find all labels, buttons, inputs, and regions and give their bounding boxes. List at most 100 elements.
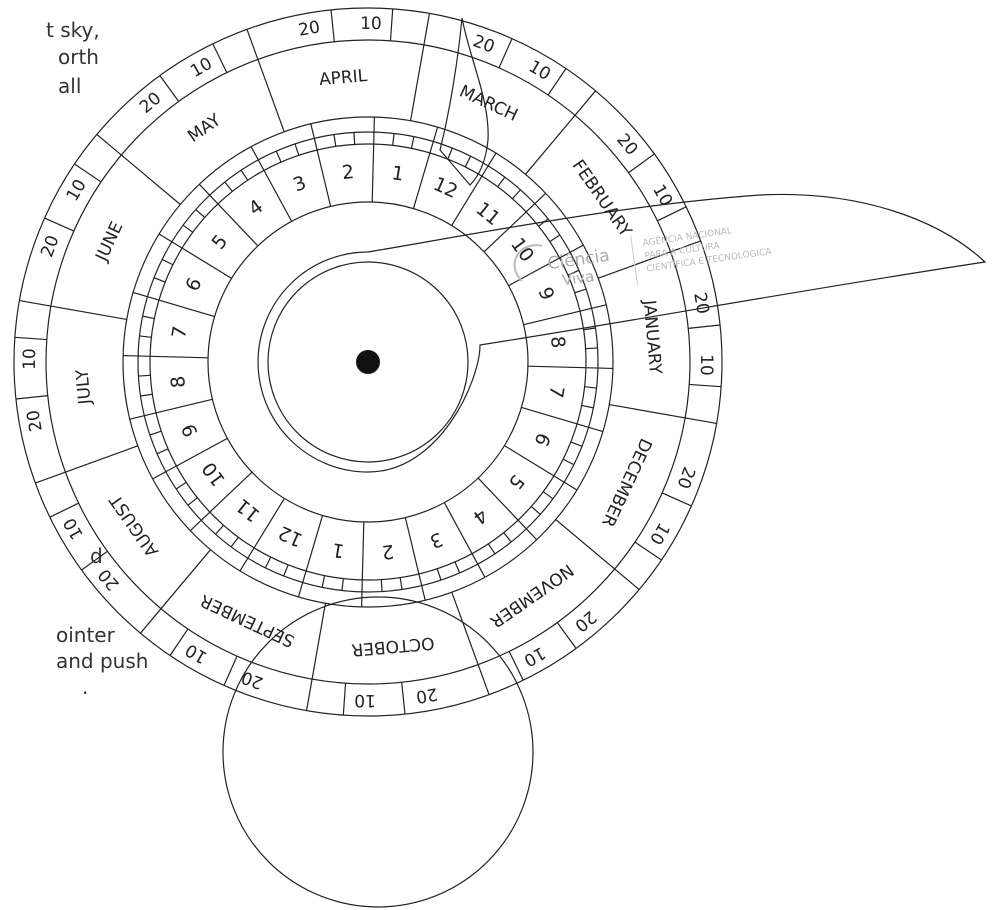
hour-label: 8: [167, 375, 190, 389]
minute-tick: [195, 209, 206, 218]
hour-label: 9: [178, 421, 203, 440]
day-tick: [628, 153, 655, 174]
hub: [267, 261, 469, 463]
hour-divider: [371, 117, 376, 203]
month-divider: [96, 133, 181, 205]
intro-line: orth: [58, 45, 99, 69]
day-label: 20: [689, 291, 712, 316]
day-label: 20: [414, 683, 439, 706]
day-tick: [401, 682, 406, 715]
minute-tick: [436, 568, 442, 581]
day-label: 20: [470, 31, 497, 57]
minute-tick: [321, 575, 326, 588]
month-label: JUNE: [92, 219, 128, 265]
month-label: APRIL: [318, 66, 368, 90]
hour-divider: [521, 406, 604, 433]
month-label: JULY: [73, 368, 96, 406]
day-tick: [689, 383, 722, 388]
hour-divider: [443, 502, 486, 578]
hour-divider: [360, 521, 365, 607]
day-label: 20: [94, 565, 123, 594]
hour-label: 2: [341, 161, 355, 184]
hour-divider: [250, 146, 293, 222]
month-label: NOVEMBER: [486, 559, 577, 631]
day-tick: [223, 655, 238, 686]
ring: [207, 201, 529, 523]
month-disc: [13, 7, 723, 717]
minute-tick: [503, 532, 512, 543]
minute-tick: [399, 577, 403, 590]
minute-tick: [294, 143, 300, 156]
hour-label: 2: [381, 540, 395, 563]
minute-tick: [512, 189, 521, 200]
pivot: [356, 350, 380, 374]
hour-label: 3: [290, 172, 309, 197]
day-label: 10: [20, 348, 40, 370]
minute-tick: [182, 224, 194, 233]
minute-tick: [464, 155, 472, 168]
hour-divider: [523, 304, 607, 326]
minute-tick: [138, 374, 151, 377]
hour-divider: [483, 192, 547, 253]
day-tick: [169, 628, 189, 656]
minute-tick: [542, 491, 554, 500]
month-divider: [451, 592, 490, 695]
hour-divider: [132, 291, 215, 318]
month-divider: [409, 13, 431, 121]
ring: [149, 143, 587, 581]
logo-swirl: [513, 244, 543, 282]
hour-label: 6: [530, 429, 555, 449]
month-divider: [525, 90, 597, 175]
minute-tick: [140, 393, 153, 397]
month-label: MAY: [184, 110, 225, 147]
minute-tick: [584, 386, 597, 389]
hour-label: 1: [390, 162, 405, 186]
day-tick: [342, 683, 347, 716]
month-divider: [246, 29, 285, 132]
day-tick: [498, 38, 513, 69]
hour-label: 5: [208, 230, 233, 253]
minute-tick: [161, 258, 174, 266]
day-tick: [74, 163, 102, 183]
day-label: 10: [360, 14, 382, 34]
month-divider: [19, 299, 127, 321]
minute-tick: [215, 524, 224, 535]
hour-divider: [477, 477, 538, 541]
day-tick: [661, 492, 692, 507]
hour-label: 8: [546, 335, 569, 349]
day-tick: [389, 8, 394, 41]
ring: [45, 39, 691, 685]
day-label: 20: [612, 130, 641, 159]
day-label: 20: [23, 408, 46, 433]
minute-tick: [240, 169, 249, 181]
hour-divider: [123, 354, 209, 359]
minute-tick: [410, 136, 415, 149]
day-tick: [81, 550, 108, 571]
month-label: AUGUST: [106, 490, 163, 560]
day-tick: [330, 9, 335, 42]
day-tick: [547, 68, 567, 96]
hour-disc: [122, 116, 614, 608]
month-label: SEPTEMBER: [197, 590, 298, 651]
hour-divider: [412, 126, 439, 209]
month-label: MARCH: [456, 82, 521, 126]
hour-label: 12: [275, 521, 306, 551]
intro-line: t sky,: [46, 18, 100, 42]
handle: [222, 596, 534, 908]
minute-tick: [149, 430, 162, 436]
hour-label: 10: [198, 458, 230, 490]
month-label: DECEMBER: [597, 435, 655, 530]
minute-tick: [187, 497, 198, 506]
pointer: [257, 193, 987, 473]
day-label: 10: [182, 639, 211, 667]
hour-label: 4: [469, 504, 492, 529]
minute-tick: [392, 133, 395, 146]
instruction-line: and push: [56, 649, 148, 673]
hour-label: 11: [232, 494, 265, 526]
day-tick: [212, 43, 228, 73]
hour-divider: [189, 471, 253, 532]
month-divider: [598, 240, 701, 279]
day-tick: [14, 336, 47, 341]
day-label: 10: [520, 642, 549, 670]
day-label: 10: [645, 519, 673, 548]
